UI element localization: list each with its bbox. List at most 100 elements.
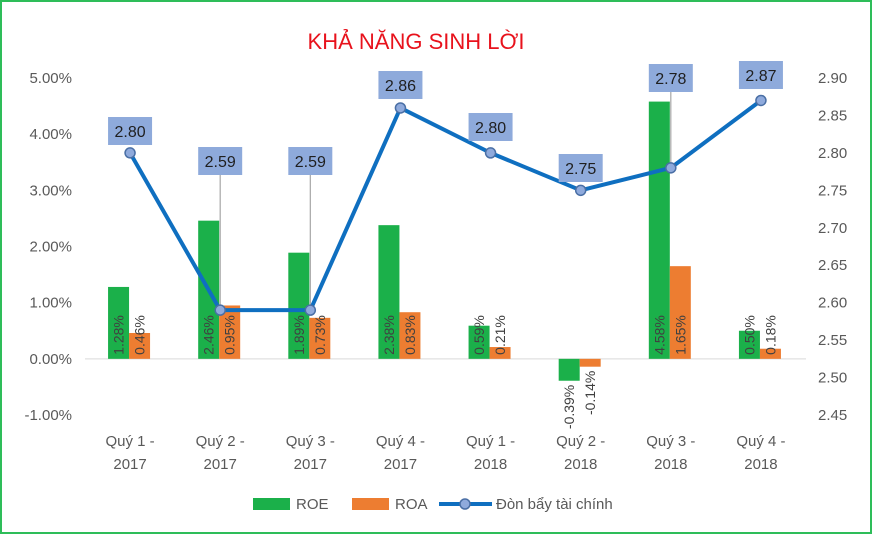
leverage-point — [574, 184, 587, 197]
roe-bar — [108, 286, 130, 359]
roa-bar — [399, 312, 421, 359]
category-label-line1: Quý 3 - — [646, 433, 695, 450]
leverage-label-box — [378, 71, 423, 99]
leverage-label-box — [738, 61, 783, 89]
roa-data-label: 0.95% — [222, 315, 238, 355]
roe-bar — [288, 252, 310, 359]
roa-bar — [759, 348, 781, 359]
roa-bar — [129, 332, 151, 359]
roe-data-label: 0.50% — [741, 315, 757, 355]
leverage-point — [484, 147, 497, 159]
category-label-line1: Quý 4 - — [376, 433, 425, 450]
category-label-line2: 2017 — [204, 456, 237, 473]
category-label-line2: 2018 — [654, 456, 687, 473]
leverage-point — [665, 162, 677, 174]
roe-bar — [558, 358, 580, 381]
leverage-point — [124, 147, 136, 159]
roe-data-label: 1.89% — [291, 315, 307, 355]
roe-data-label: 2.38% — [381, 315, 397, 355]
left-tick-label: 5.00% — [29, 70, 72, 87]
legend-leverage-marker — [459, 498, 471, 510]
right-tick-label: 2.90 — [818, 70, 847, 87]
leverage-label-box — [288, 147, 333, 175]
roe-data-label: 4.58% — [651, 315, 667, 355]
roa-data-label: 1.65% — [672, 315, 688, 355]
category-axis: Quý 1 - 2017 Quý 2 - 2017 Quý 3 - 2017 Quý 4 -… — [105, 433, 785, 473]
right-y-axis: 2.45 2.50 2.55 2.60 2.65 2.70 2.75 2.80 2.85 2.90 — [818, 70, 847, 424]
line-series — [124, 94, 767, 316]
roa-data-label: 0.18% — [762, 315, 778, 355]
category-label-line1: Quý 1 - — [466, 433, 515, 450]
category-label-line2: 2018 — [564, 456, 597, 473]
leverage-data-label: 2.80 — [114, 124, 145, 141]
leverage-point — [755, 94, 767, 107]
chart-title: KHẢ NĂNG SINH LỜI — [308, 29, 525, 54]
bar-series — [108, 101, 781, 381]
roa-data-label: 0.21% — [492, 315, 508, 355]
left-tick-label: 4.00% — [29, 126, 72, 143]
right-tick-label: 2.80 — [818, 145, 847, 162]
category-label-line1: Quý 4 - — [736, 433, 785, 450]
leverage-point — [394, 102, 407, 114]
roe-data-label: -0.39% — [561, 385, 577, 429]
right-tick-label: 2.75 — [818, 182, 847, 199]
category-label-line1: Quý 2 - — [196, 433, 245, 450]
leverage-label-box — [648, 64, 693, 92]
legend-roe-swatch — [253, 498, 290, 510]
right-tick-label: 2.70 — [818, 220, 847, 237]
roe-data-label: 2.46% — [201, 315, 217, 355]
category-label-line1: Quý 2 - — [556, 433, 605, 450]
roe-bar — [648, 101, 670, 359]
roa-data-label: -0.14% — [582, 371, 598, 415]
right-tick-label: 2.65 — [818, 257, 847, 274]
roe-bar — [468, 325, 490, 359]
leader-lines — [219, 92, 672, 306]
left-tick-label: -1.00% — [24, 407, 72, 424]
roa-data-label: 0.73% — [312, 315, 328, 355]
leverage-data-label: 2.80 — [475, 120, 506, 137]
roa-bar — [309, 317, 331, 359]
left-y-axis: -1.00% 0.00% 1.00% 2.00% 3.00% 4.00% 5.00% — [24, 70, 72, 424]
left-tick-label: 2.00% — [29, 239, 72, 256]
roe-bar — [378, 225, 400, 359]
bar-data-labels: 1.28% 2.46% 1.89% 2.38% 0.59% -0.39% 4.58% 0.50… — [111, 315, 779, 429]
leverage-label-box — [198, 147, 243, 175]
left-tick-label: 1.00% — [29, 295, 72, 312]
leverage-data-label: 2.59 — [205, 154, 236, 171]
category-label-line1: Quý 1 - — [105, 433, 154, 450]
roe-data-label: 1.28% — [111, 315, 127, 355]
roa-bar — [579, 358, 601, 367]
roe-bar — [738, 330, 760, 359]
roa-bar — [219, 305, 241, 359]
leverage-point — [214, 304, 226, 316]
category-label-line2: 2017 — [294, 456, 327, 473]
category-label-line1: Quý 3 - — [286, 433, 335, 450]
right-tick-label: 2.55 — [818, 332, 847, 349]
right-tick-label: 2.85 — [818, 107, 847, 124]
right-tick-label: 2.50 — [818, 370, 847, 387]
leverage-label-box — [558, 154, 603, 182]
right-tick-label: 2.45 — [818, 407, 847, 424]
leverage-point — [304, 304, 317, 316]
category-label-line2: 2018 — [474, 456, 507, 473]
roe-data-label: 0.59% — [471, 315, 487, 355]
category-label-line2: 2018 — [744, 456, 777, 473]
category-label-line2: 2017 — [384, 456, 417, 473]
legend: ROE ROA Đòn bẩy tài chính — [253, 496, 613, 513]
legend-leverage-label: Đòn bẩy tài chính — [496, 496, 613, 513]
leverage-data-label: 2.75 — [565, 161, 596, 178]
right-tick-label: 2.60 — [818, 295, 847, 312]
legend-roe-label: ROE — [296, 496, 329, 513]
roa-bar — [669, 266, 691, 359]
roa-data-label: 0.83% — [402, 315, 418, 355]
legend-roa-swatch — [352, 498, 389, 510]
left-tick-label: 0.00% — [29, 351, 72, 368]
leverage-label-box — [108, 117, 153, 145]
roa-data-label: 0.46% — [132, 315, 148, 355]
category-label-line2: 2017 — [113, 456, 146, 473]
legend-roa-label: ROA — [395, 496, 428, 513]
leverage-data-label: 2.78 — [655, 71, 686, 88]
leverage-label-box — [468, 113, 513, 141]
